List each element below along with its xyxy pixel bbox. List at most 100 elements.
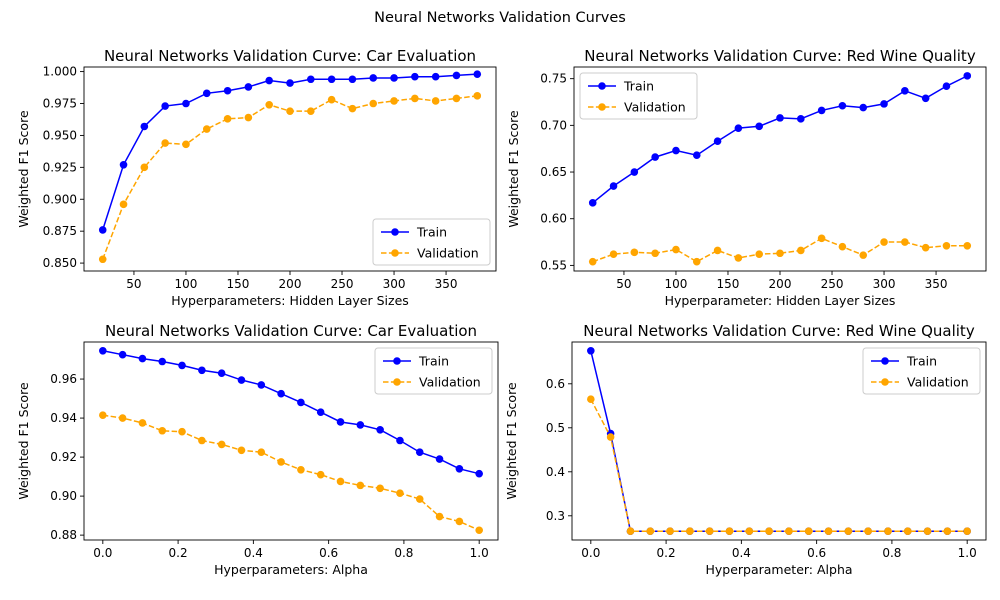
- legend-swatch-marker-train: [393, 357, 401, 365]
- data-point-validation: [817, 234, 826, 243]
- data-point-train: [182, 99, 190, 108]
- data-point-train: [921, 94, 930, 103]
- data-point-validation: [844, 527, 853, 535]
- data-point-validation: [686, 527, 694, 535]
- y-axis-label: Weighted F1 Score: [16, 110, 31, 228]
- data-point-train: [161, 102, 169, 110]
- data-point-validation: [244, 113, 253, 122]
- data-point-train: [119, 160, 128, 169]
- data-point-validation: [692, 257, 701, 266]
- data-point-train: [369, 74, 378, 82]
- x-tick-label: 0.0: [93, 546, 112, 560]
- x-tick-label: 250: [821, 277, 844, 291]
- y-tick-label: 0.4: [546, 465, 565, 479]
- data-point-validation: [921, 243, 930, 252]
- data-point-train: [859, 103, 868, 112]
- data-point-train: [473, 70, 482, 78]
- legend: Train Validation: [579, 72, 698, 120]
- data-point-validation: [630, 248, 639, 257]
- data-point-train: [411, 72, 419, 81]
- data-point-train: [223, 86, 232, 95]
- data-point-validation: [705, 527, 714, 535]
- x-tick-label: 0.8: [882, 546, 901, 560]
- data-point-train: [99, 346, 107, 355]
- data-point-train: [297, 398, 305, 407]
- data-point-train: [138, 354, 147, 363]
- panel-car-alpha: Neural Networks Validation Curve: Car Ev…: [16, 322, 499, 577]
- data-point-validation: [138, 419, 147, 427]
- x-tick-label: 100: [175, 277, 198, 291]
- data-point-validation: [713, 246, 722, 255]
- data-point-validation: [202, 125, 211, 133]
- data-point-validation: [903, 527, 912, 535]
- data-point-train: [455, 465, 464, 473]
- x-tick-label: 0.4: [732, 546, 751, 560]
- data-point-validation: [178, 427, 186, 436]
- data-point-validation: [880, 238, 888, 246]
- legend-label-train: Train: [906, 354, 937, 369]
- data-point-validation: [140, 163, 149, 172]
- data-point-validation: [943, 527, 952, 535]
- y-tick-label: 0.55: [540, 258, 567, 272]
- y-tick-label: 0.900: [43, 192, 77, 206]
- data-point-validation: [626, 527, 635, 535]
- data-point-train: [452, 71, 461, 80]
- data-point-validation: [415, 495, 424, 503]
- data-point-validation: [587, 395, 595, 404]
- data-point-validation: [804, 527, 813, 535]
- x-tick-label: 50: [126, 277, 141, 291]
- data-point-validation: [745, 527, 754, 535]
- data-point-train: [588, 199, 597, 207]
- data-point-validation: [396, 489, 404, 497]
- data-point-train: [396, 436, 404, 445]
- y-tick-label: 0.90: [50, 489, 77, 503]
- plot-title: Neural Networks Validation Curve: Car Ev…: [104, 47, 476, 65]
- data-point-train: [244, 83, 253, 91]
- x-tick-label: 0.4: [244, 546, 263, 560]
- data-point-validation: [390, 97, 398, 105]
- y-tick-label: 0.925: [43, 160, 77, 174]
- data-point-validation: [452, 94, 461, 103]
- x-tick-label: 150: [717, 277, 740, 291]
- data-point-train: [880, 100, 888, 108]
- x-axis-label: Hyperparameters: Hidden Layer Sizes: [171, 293, 409, 308]
- data-point-train: [202, 89, 211, 98]
- data-point-validation: [901, 238, 909, 246]
- x-tick-label: 1.0: [958, 546, 977, 560]
- legend: Train Validation: [374, 347, 493, 395]
- data-point-validation: [118, 414, 127, 422]
- x-axis-label: Hyperparameter: Hidden Layer Sizes: [665, 293, 896, 308]
- data-point-validation: [327, 95, 336, 104]
- data-point-validation: [336, 477, 345, 486]
- legend-label-train: Train: [623, 79, 654, 94]
- y-tick-label: 0.850: [43, 256, 77, 270]
- data-point-validation: [666, 527, 674, 535]
- data-point-validation: [98, 255, 107, 264]
- data-point-train: [316, 408, 325, 417]
- data-point-train: [755, 122, 763, 131]
- data-point-validation: [223, 115, 232, 123]
- data-point-train: [838, 101, 847, 110]
- series-line-train: [102, 73, 478, 231]
- y-tick-label: 0.65: [540, 165, 567, 179]
- y-tick-label: 0.6: [546, 377, 565, 391]
- x-tick-label: 300: [873, 277, 896, 291]
- y-axis-label: Weighted F1 Score: [504, 382, 519, 500]
- y-tick-label: 0.975: [43, 97, 77, 111]
- data-point-train: [307, 75, 315, 84]
- data-point-validation: [606, 433, 615, 441]
- y-axis-label: Weighted F1 Score: [16, 382, 31, 500]
- data-point-validation: [237, 446, 246, 455]
- data-point-validation: [158, 426, 167, 435]
- data-point-validation: [824, 527, 833, 535]
- legend-label-train: Train: [416, 225, 447, 240]
- x-tick-label: 200: [279, 277, 302, 291]
- data-point-train: [390, 74, 398, 82]
- x-tick-label: 250: [331, 277, 354, 291]
- data-point-train: [265, 76, 273, 85]
- x-tick-label: 0.2: [657, 546, 676, 560]
- data-point-train: [198, 366, 206, 375]
- data-point-validation: [431, 97, 440, 105]
- data-point-train: [692, 151, 701, 160]
